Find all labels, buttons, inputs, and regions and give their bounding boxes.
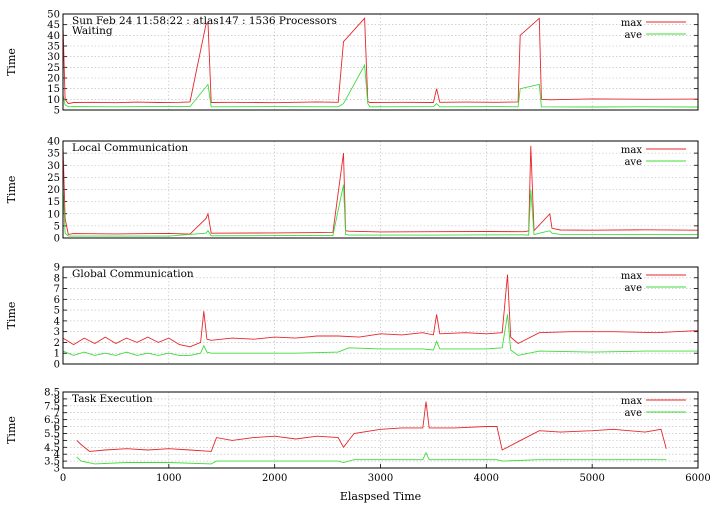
y-tick-label: 6 <box>54 422 60 433</box>
y-tick-label: 6 <box>54 295 60 306</box>
y-tick-label: 7.5 <box>44 401 60 412</box>
x-tick-label: 3000 <box>368 473 393 484</box>
y-tick-label: 2 <box>54 338 60 349</box>
legend-label-max: max <box>621 145 642 156</box>
y-tick-label: 45 <box>47 20 60 31</box>
y-tick-label: 30 <box>47 52 60 63</box>
y-axis-label: Time <box>5 302 18 330</box>
legend-label-max: max <box>621 396 642 407</box>
x-tick-label: 2000 <box>262 473 287 484</box>
y-tick-label: 50 <box>47 10 60 21</box>
plot-frame <box>62 391 699 469</box>
legend-label-max: max <box>621 271 642 282</box>
y-tick-label: 40 <box>47 137 60 148</box>
y-tick-label: 8 <box>54 273 60 284</box>
series-line-max <box>62 274 699 348</box>
panel-subtitle: Waiting <box>72 25 113 37</box>
panel-title: Task Execution <box>72 393 153 405</box>
y-axis-label: Time <box>5 48 18 76</box>
y-tick-label: 8 <box>54 394 60 405</box>
y-tick-label: 7 <box>54 284 60 295</box>
y-tick-label: 15 <box>47 197 60 208</box>
x-tick-label: 6000 <box>685 473 710 484</box>
y-tick-label: 5 <box>54 106 60 117</box>
y-tick-label: 25 <box>47 63 60 74</box>
legend-label-ave: ave <box>624 157 642 168</box>
legend-label-ave: ave <box>624 283 642 294</box>
y-tick-label: 0 <box>54 234 60 245</box>
y-tick-label: 5 <box>54 306 60 317</box>
x-tick-label: 5000 <box>579 473 604 484</box>
y-axis-label: Time <box>5 416 18 444</box>
y-tick-label: 4 <box>54 316 60 327</box>
y-tick-label: 4 <box>54 450 60 461</box>
series-line-max <box>62 145 699 235</box>
y-tick-label: 35 <box>47 149 60 160</box>
x-tick-label: 4000 <box>474 473 499 484</box>
y-tick-label: 7 <box>54 408 60 419</box>
y-tick-label: 10 <box>47 209 60 220</box>
x-tick-label: 0 <box>60 473 66 484</box>
y-tick-label: 8.5 <box>44 388 60 399</box>
legend-label-ave: ave <box>624 30 642 41</box>
y-tick-label: 1 <box>54 349 60 360</box>
series-line-ave <box>62 63 699 108</box>
y-tick-label: 5 <box>54 436 60 447</box>
y-tick-label: 3.5 <box>44 457 60 468</box>
legend-label-max: max <box>621 18 642 29</box>
y-tick-label: 40 <box>47 31 60 42</box>
plot-frame <box>62 13 699 111</box>
y-tick-label: 30 <box>47 161 60 172</box>
legend-label-ave: ave <box>624 408 642 419</box>
panel-1 <box>62 140 699 239</box>
panel-title: Sun Feb 24 11:58:22 : atlas147 : 1536 Pr… <box>72 15 337 27</box>
y-tick-label: 20 <box>47 74 60 85</box>
series-line-ave <box>62 314 698 356</box>
x-tick-label: 1000 <box>156 473 181 484</box>
y-tick-label: 3 <box>54 464 60 475</box>
series-line-ave <box>76 451 667 465</box>
plot-frame <box>62 140 699 239</box>
y-tick-label: 20 <box>47 185 60 196</box>
y-tick-label: 35 <box>47 42 60 53</box>
y-tick-label: 15 <box>47 84 60 95</box>
y-tick-label: 5 <box>54 221 60 232</box>
series-line-ave <box>62 184 699 237</box>
series-line-max <box>76 401 667 452</box>
y-tick-label: 0 <box>54 360 60 371</box>
plot-frame <box>62 266 699 365</box>
panel-0 <box>62 13 699 111</box>
panel-title: Global Communication <box>72 268 194 280</box>
panel-2 <box>62 266 699 365</box>
x-axis-label: Elaspsed Time <box>340 490 421 503</box>
y-tick-label: 3 <box>54 327 60 338</box>
y-tick-label: 25 <box>47 173 60 184</box>
y-tick-label: 5.5 <box>44 429 60 440</box>
panel-title: Local Communication <box>72 142 188 154</box>
y-tick-label: 9 <box>54 263 60 274</box>
y-tick-label: 10 <box>47 95 60 106</box>
y-axis-label: Time <box>5 176 18 204</box>
series-line-max <box>62 17 699 105</box>
y-tick-label: 4.5 <box>44 443 60 454</box>
panel-3 <box>62 391 699 469</box>
y-tick-label: 6.5 <box>44 415 60 426</box>
